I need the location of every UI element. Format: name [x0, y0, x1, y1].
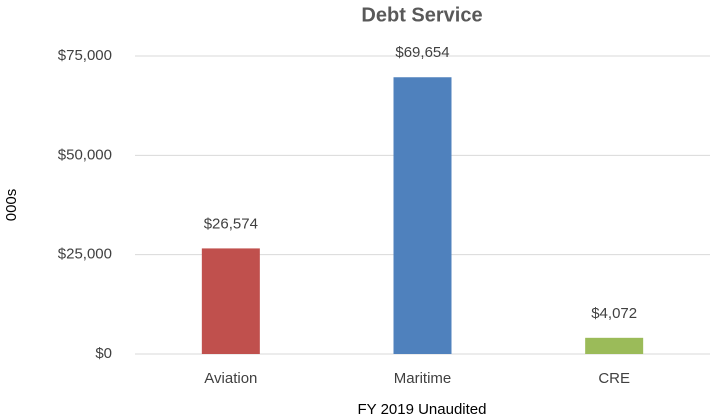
bar: [201, 248, 260, 354]
value-label: $26,574: [204, 215, 258, 232]
x-tick-label: Maritime: [394, 370, 452, 387]
y-tick-label: $0: [95, 345, 112, 362]
value-label: $4,072: [591, 305, 637, 322]
value-label: $69,654: [395, 44, 449, 61]
y-tick-label: $25,000: [58, 246, 112, 263]
bar: [585, 337, 644, 354]
y-tick-label: $50,000: [58, 146, 112, 163]
bar: [393, 77, 452, 354]
y-axis-label: 000s: [3, 189, 20, 222]
x-tick-label: Aviation: [204, 370, 257, 387]
y-tick-label: $75,000: [58, 47, 112, 64]
x-axis-label: FY 2019 Unaudited: [358, 401, 487, 418]
chart-title: Debt Service: [361, 4, 482, 26]
x-tick-label: CRE: [598, 370, 630, 387]
